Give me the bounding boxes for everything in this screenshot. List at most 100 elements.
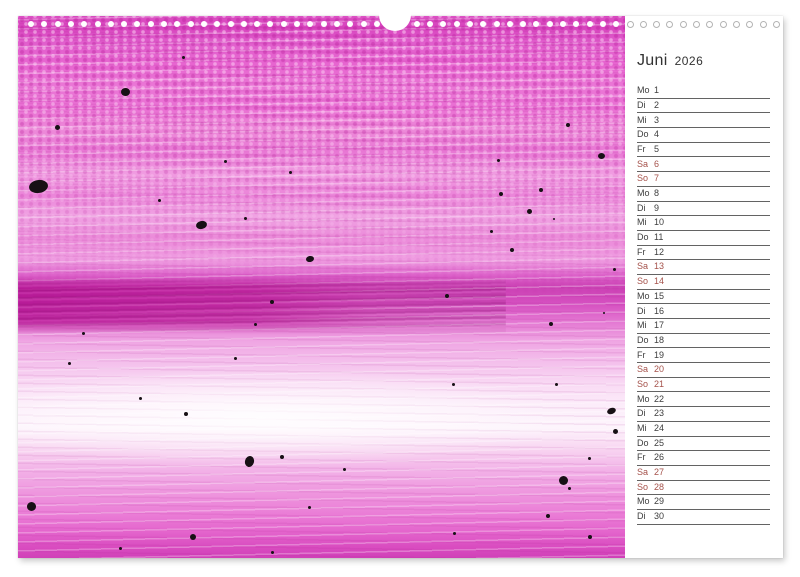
- day-abbr: Mo: [637, 496, 650, 507]
- day-row: Sa 27: [637, 466, 770, 481]
- day-row: So 28: [637, 481, 770, 496]
- binding-hole: [493, 21, 500, 27]
- binding-hole: [294, 21, 300, 27]
- day-abbr: Mo: [637, 188, 650, 198]
- day-number: 30: [654, 511, 665, 522]
- binding-hole: [480, 21, 487, 27]
- binding-hole: [280, 21, 287, 27]
- paint-splatter: [613, 429, 618, 434]
- binding-hole: [613, 21, 620, 27]
- paint-splatter: [598, 153, 605, 159]
- paint-splatter: [27, 502, 36, 511]
- paint-splatter: [224, 160, 227, 163]
- day-abbr: Sa: [637, 158, 649, 169]
- day-number: 15: [654, 290, 665, 301]
- binding-hole: [81, 21, 88, 27]
- month-header: Juni 2026: [637, 52, 703, 70]
- binding-hole: [67, 21, 74, 27]
- paint-splatter: [452, 383, 455, 386]
- day-row: So 21: [637, 378, 770, 393]
- paint-splatter: [527, 209, 532, 214]
- binding-hole: [413, 21, 420, 27]
- cover-artwork: [18, 16, 625, 558]
- binding-hole: [506, 21, 513, 27]
- day-row: So 14: [637, 275, 770, 290]
- dark-paint-band: [18, 276, 506, 334]
- binding-hole: [360, 21, 367, 27]
- paint-splatter: [190, 534, 196, 540]
- day-row: Do 11: [637, 231, 770, 246]
- binding-hole: [267, 21, 274, 27]
- day-row: Di 16: [637, 304, 770, 319]
- day-row: Mi 17: [637, 319, 770, 334]
- paint-splatter: [549, 322, 553, 326]
- hanger-notch: [379, 0, 411, 31]
- day-abbr: So: [637, 173, 649, 184]
- day-number: 29: [654, 496, 665, 507]
- day-number: 7: [654, 173, 660, 184]
- day-number: 27: [654, 467, 665, 478]
- paint-splatter: [308, 506, 311, 509]
- day-number: 16: [654, 305, 665, 316]
- binding-hole: [626, 21, 634, 28]
- day-number: 14: [654, 276, 665, 287]
- day-row: Di 9: [637, 202, 770, 217]
- paint-splatter: [445, 294, 449, 298]
- calendar-panel: Juni 2026 Mo 1 Di 2 Mi 3 Do 4 Fr 5 Sa 6 So 7 Mo 8 Di 9 Mi 1…: [625, 16, 783, 558]
- day-abbr: Sa: [637, 467, 649, 478]
- paint-splatter: [184, 412, 188, 416]
- binding-hole: [533, 21, 540, 27]
- day-abbr: Di: [637, 511, 646, 522]
- binding-hole: [453, 21, 460, 27]
- day-abbr: Fr: [637, 246, 646, 257]
- binding-hole: [333, 21, 340, 27]
- binding-hole: [706, 21, 714, 28]
- day-number: 11: [654, 232, 664, 243]
- day-abbr: Do: [637, 129, 649, 140]
- day-number: 28: [654, 481, 665, 492]
- day-abbr: Mo: [637, 290, 650, 301]
- day-row: Fr 19: [637, 348, 770, 364]
- halftone-texture: [18, 16, 625, 298]
- day-number: 12: [654, 246, 665, 257]
- binding-hole: [719, 21, 727, 28]
- day-number: 2: [654, 99, 660, 110]
- paint-splatter: [158, 199, 161, 202]
- paint-splatter: [606, 406, 617, 416]
- day-abbr: Sa: [637, 261, 649, 272]
- binding-hole: [732, 21, 740, 28]
- day-row: Mo 22: [637, 392, 770, 408]
- paint-splatter: [254, 323, 257, 326]
- day-abbr: Di: [637, 305, 646, 316]
- day-abbr: Di: [637, 202, 646, 213]
- day-number: 22: [654, 393, 665, 404]
- day-row: Do 18: [637, 334, 770, 349]
- paint-splatter: [119, 547, 122, 550]
- day-abbr: Mo: [637, 393, 650, 404]
- binding-hole: [121, 21, 128, 27]
- paint-splatter: [68, 362, 71, 365]
- binding-hole: [187, 21, 194, 27]
- day-abbr: Fr: [637, 143, 646, 154]
- binding-hole: [666, 21, 674, 28]
- day-abbr: Do: [637, 232, 649, 243]
- binding-hole: [161, 21, 167, 27]
- day-row: Fr 5: [637, 143, 770, 158]
- binding-hole: [599, 21, 606, 27]
- binding-hole: [373, 21, 380, 27]
- binding-hole: [147, 21, 154, 27]
- binding-hole: [54, 21, 61, 27]
- binding-hole: [772, 21, 780, 28]
- binding-hole: [466, 21, 473, 27]
- paint-splatter: [499, 192, 503, 196]
- paint-splatter: [588, 457, 591, 460]
- binding-hole: [307, 21, 314, 27]
- paint-splatter: [270, 300, 274, 304]
- day-row: Sa 13: [637, 260, 770, 275]
- binding-hole: [174, 21, 181, 27]
- binding-hole: [746, 21, 754, 28]
- binding-hole: [573, 21, 580, 27]
- day-row: Fr 26: [637, 451, 770, 466]
- binding-hole: [214, 21, 221, 27]
